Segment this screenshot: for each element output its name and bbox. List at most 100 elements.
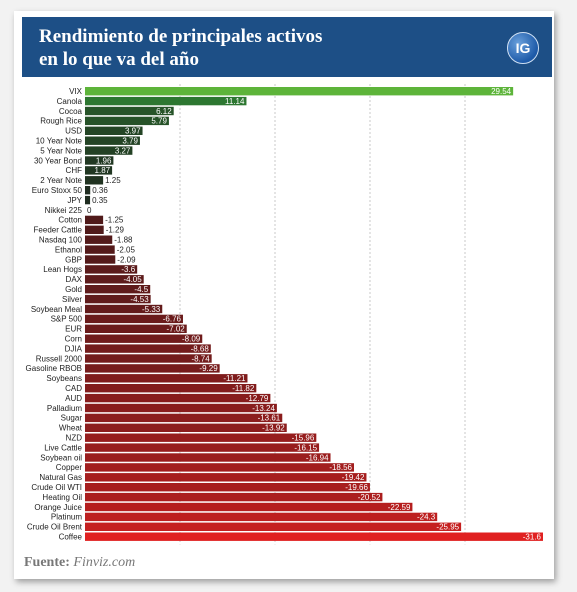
- value-label: -13.92: [262, 424, 285, 433]
- category-label: Live Cattle: [44, 443, 82, 452]
- category-label: CHF: [66, 166, 83, 175]
- value-label: -4.05: [123, 275, 142, 284]
- category-label: EUR: [65, 325, 82, 334]
- category-label: Canola: [57, 97, 83, 106]
- bar: [85, 156, 114, 165]
- category-label: Wheat: [59, 424, 83, 433]
- bars: [85, 87, 543, 541]
- bar: [85, 423, 287, 432]
- value-label: -19.42: [342, 473, 365, 482]
- value-label: 11.14: [225, 97, 245, 106]
- bar: [85, 443, 320, 452]
- value-label: -19.66: [345, 483, 368, 492]
- value-label: -5.33: [142, 305, 161, 314]
- category-label: AUD: [65, 394, 82, 403]
- category-label: 5 Year Note: [40, 146, 82, 155]
- value-label: 29.54: [491, 87, 512, 96]
- bar: [85, 512, 438, 522]
- bar: [85, 285, 151, 294]
- bar: [85, 483, 370, 492]
- category-label: 2 Year Note: [40, 176, 82, 185]
- value-label: -16.94: [306, 453, 329, 462]
- category-label: Crude Oil Brent: [27, 523, 83, 532]
- category-label: Russell 2000: [36, 354, 83, 363]
- category-label: Euro Stoxx 50: [32, 186, 83, 195]
- category-label: Corn: [65, 335, 82, 344]
- category-label: Crude Oil WTI: [31, 483, 82, 492]
- value-label: 5.79: [151, 117, 167, 126]
- category-label: Feeder Cattle: [34, 226, 83, 235]
- source-note: Fuente: Finviz.com: [24, 555, 135, 571]
- bar: [85, 146, 133, 155]
- bar: [85, 364, 220, 373]
- bar: [85, 403, 277, 413]
- value-label: -4.53: [130, 295, 149, 304]
- category-label: Copper: [56, 463, 83, 472]
- category-label: Heating Oil: [42, 493, 82, 502]
- value-label: -1.25: [105, 216, 124, 225]
- value-label: 3.27: [115, 146, 131, 155]
- category-label: Soybeans: [46, 374, 82, 383]
- category-label: CAD: [65, 384, 82, 393]
- category-label: GBP: [65, 255, 82, 264]
- value-label: -11.82: [232, 384, 255, 393]
- category-label: Gasoline RBOB: [26, 364, 82, 373]
- bar: [85, 225, 104, 234]
- bar: [85, 176, 104, 185]
- value-label: -4.5: [134, 285, 148, 294]
- category-label: Cotton: [58, 216, 82, 225]
- value-label: 0.36: [92, 186, 108, 195]
- value-label: -11.21: [223, 374, 246, 383]
- bar: [85, 473, 367, 482]
- bar: [85, 344, 211, 353]
- bar: [85, 215, 104, 225]
- grid-lines: [179, 84, 466, 545]
- value-label: -12.79: [246, 394, 269, 403]
- bar: [85, 502, 413, 512]
- value-label: 0: [87, 206, 92, 215]
- bar: [85, 136, 140, 145]
- chart-header: Rendimiento de principales activos en lo…: [22, 17, 552, 77]
- category-label: Lean Hogs: [43, 265, 82, 274]
- category-label: Nikkei 225: [45, 206, 83, 215]
- value-label: -8.09: [182, 335, 201, 344]
- value-label: -2.05: [117, 245, 136, 254]
- chart-title-line-1: Rendimiento de principales activos: [39, 26, 323, 47]
- bar: [85, 324, 187, 333]
- value-label: 3.79: [122, 137, 138, 146]
- category-label: Gold: [65, 285, 82, 294]
- value-label: -20.52: [358, 493, 381, 502]
- category-label: Rough Rice: [40, 117, 82, 126]
- category-label: Silver: [62, 295, 82, 304]
- source-label: Fuente:: [24, 555, 70, 570]
- category-label: S&P 500: [51, 315, 83, 324]
- bar: [85, 294, 151, 304]
- value-label: -7.02: [167, 325, 186, 334]
- value-label: 6.12: [156, 107, 172, 116]
- bar: [85, 433, 317, 442]
- value-label: -18.56: [329, 463, 352, 472]
- chart-title-line-2: en lo que va del año: [39, 49, 199, 70]
- bar: [85, 126, 143, 135]
- bar: [85, 166, 113, 175]
- value-label: -13.24: [252, 404, 275, 413]
- value-label: 1.87: [95, 166, 111, 175]
- bar: [85, 354, 212, 363]
- source-value: Finviz.com: [73, 555, 136, 570]
- value-label: -13.61: [258, 414, 281, 423]
- bar: [85, 463, 355, 472]
- bar: [85, 304, 163, 314]
- ig-logo: IG: [507, 32, 539, 64]
- value-label: 1.25: [105, 176, 121, 185]
- bar: [85, 245, 115, 254]
- bar: [85, 334, 203, 343]
- bar: [85, 87, 514, 96]
- category-label: VIX: [69, 87, 83, 96]
- category-label: Coffee: [59, 533, 83, 542]
- category-label: Soybean Meal: [31, 305, 82, 314]
- bar: [85, 186, 91, 195]
- category-label: JPY: [67, 196, 82, 205]
- value-label: -15.96: [292, 434, 315, 443]
- value-label: 1.96: [96, 156, 112, 165]
